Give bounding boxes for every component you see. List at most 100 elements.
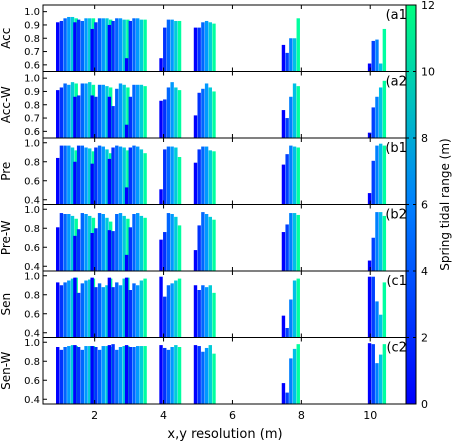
bar (67, 16, 71, 72)
bar (289, 96, 293, 138)
y-axis-label: Pre-W (0, 220, 13, 255)
bar (296, 278, 300, 338)
bar (382, 28, 387, 72)
bar (124, 124, 129, 138)
bar (88, 215, 92, 271)
bar (204, 214, 209, 271)
bar (80, 213, 85, 271)
bar (111, 20, 115, 72)
bar (111, 287, 115, 338)
x-axis-label: x,y resolution (m) (167, 427, 282, 442)
bar (136, 285, 140, 338)
bar (136, 146, 140, 205)
bar (378, 87, 383, 138)
bar (281, 383, 286, 404)
bar (67, 145, 71, 205)
bar (97, 84, 102, 138)
bar (105, 217, 109, 271)
bar (84, 147, 88, 205)
bar (382, 145, 387, 205)
bar (136, 213, 140, 271)
bar (292, 280, 297, 338)
bar (59, 349, 64, 404)
colorbar: 0 2 4 6 8 10 12 Spring tidal range (m) (405, 0, 452, 411)
bar (139, 280, 144, 338)
bar (139, 149, 144, 205)
bar (63, 214, 67, 271)
bar (281, 44, 286, 72)
bar (212, 151, 216, 205)
bar (90, 28, 94, 72)
bar (371, 237, 375, 271)
bar (101, 287, 105, 338)
bar (367, 132, 372, 138)
bar (124, 277, 129, 338)
bar (139, 19, 144, 72)
bar (143, 153, 147, 205)
bar (159, 58, 163, 72)
bar (63, 83, 67, 138)
bar (84, 280, 88, 338)
bar (163, 149, 167, 205)
bar (193, 285, 198, 338)
y-tick-label: 0.8 (24, 224, 40, 235)
bar (122, 278, 126, 338)
bar (101, 18, 105, 72)
y-tick-label: 0.6 (24, 127, 40, 138)
bar (170, 19, 174, 72)
bar (105, 18, 109, 72)
bar (378, 314, 383, 338)
bar (59, 145, 64, 205)
bar (285, 328, 289, 338)
bar (107, 96, 112, 138)
bar (197, 149, 201, 205)
bar (289, 38, 293, 72)
bar (382, 344, 387, 404)
bar (88, 18, 92, 72)
x-tick-label: 4 (160, 409, 167, 422)
bar (378, 63, 383, 72)
bar (285, 118, 289, 138)
bar (159, 345, 163, 404)
bar (115, 282, 119, 338)
bar (197, 27, 201, 72)
y-tick-label: 1.0 (24, 138, 40, 149)
y-axis-label: Acc (0, 28, 13, 49)
bar (94, 22, 98, 72)
bar (76, 95, 81, 138)
bar (105, 86, 109, 138)
colorbar-tick-label: 0 (421, 398, 428, 411)
y-tick-label: 1.0 (24, 338, 40, 349)
bar (139, 346, 144, 404)
bar (375, 212, 379, 271)
bar (115, 18, 119, 72)
bar (84, 83, 88, 138)
bar (289, 145, 293, 205)
bar (124, 345, 129, 404)
bar (73, 22, 77, 72)
bar (63, 18, 67, 72)
bar (371, 107, 375, 138)
bar (107, 24, 112, 72)
bar (296, 18, 300, 72)
bar (124, 58, 129, 72)
bar (166, 146, 171, 205)
bar (170, 347, 174, 404)
bar (197, 92, 201, 138)
bar (371, 40, 375, 72)
bar (367, 276, 372, 338)
bar (128, 96, 132, 138)
y-tick-label: 0.9 (24, 20, 40, 31)
bar (281, 110, 286, 138)
bar (201, 22, 205, 72)
bar (378, 212, 383, 271)
bar (378, 354, 383, 404)
bar (76, 229, 81, 271)
bar (97, 213, 102, 271)
bar (118, 213, 123, 271)
bar (296, 344, 300, 404)
bar (115, 349, 119, 404)
bar (159, 276, 163, 338)
bar (296, 214, 300, 271)
